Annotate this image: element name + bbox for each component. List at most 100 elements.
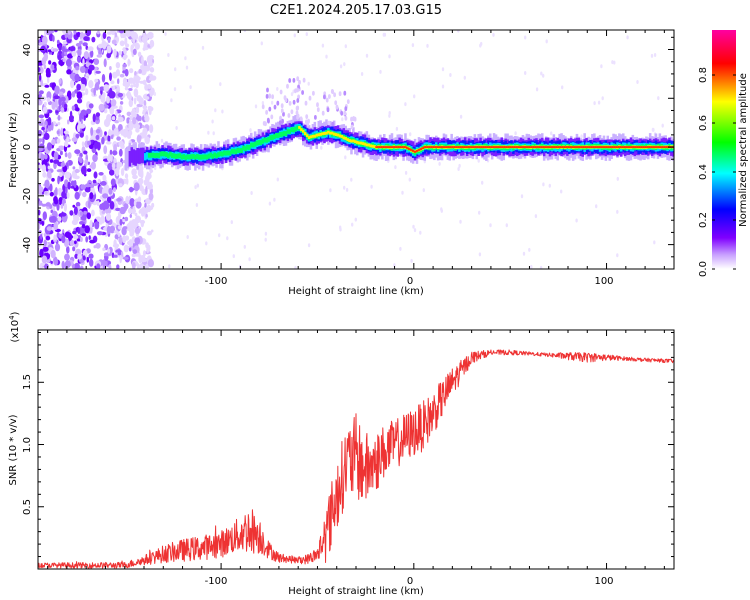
spectrogram-faint-cell <box>422 188 425 193</box>
spectrogram-noise-blob <box>103 201 110 210</box>
spectrogram-ridge-cell <box>282 131 286 136</box>
spectrogram-faint-cell <box>360 72 364 76</box>
spectrogram-noise-blob <box>109 169 115 176</box>
spectrogram-ridge-cell <box>147 152 151 158</box>
spectrogram-plume-cell <box>271 94 274 100</box>
spectrogram-faint-cell <box>426 43 429 48</box>
snr-panel: -100 0 100 0.5 1.0 1.5 Height of straigh… <box>8 311 675 597</box>
spectrogram-ridge-cell <box>479 146 482 148</box>
spectrogram-faint-cell <box>321 43 325 48</box>
spectrogram-noise-blob <box>134 227 141 235</box>
spectrogram-noise-blob <box>42 171 47 178</box>
spectrogram-noise-blob <box>61 235 66 244</box>
spectrogram-ridge-cell <box>616 146 619 148</box>
spectrogram-faint-cell <box>174 165 178 170</box>
spectrogram-ridge-cell <box>253 141 257 147</box>
spectrogram-noise-blob <box>79 132 84 138</box>
spectrogram-faint-cell <box>524 71 527 75</box>
spectrogram-noise-blob <box>119 218 123 226</box>
spectrogram-ridge-cell <box>398 146 401 148</box>
spectrogram-noise-blob <box>118 50 122 56</box>
spectrogram-noise-blob <box>148 109 152 116</box>
spectrogram-ridge-cell <box>548 146 552 148</box>
spectrogram-noise-blob <box>97 178 101 184</box>
spectrogram-noise-blob <box>57 216 62 222</box>
spectrogram-ridge-cell <box>517 146 521 148</box>
spectrogram-faint-cell <box>411 43 415 48</box>
spectrogram-faint-cell <box>365 53 369 58</box>
spectrogram-noise-blob <box>81 223 86 229</box>
snr-ytick-label: 1.5 <box>22 374 33 390</box>
spectrogram-plume-cell <box>335 104 339 110</box>
spectrogram-ridge-cell <box>415 150 419 152</box>
spectrogram-ridge-cell <box>357 141 361 145</box>
spectrogram-faint-cell <box>232 254 235 259</box>
spectrogram-noise-blob <box>105 212 112 221</box>
spectrogram-plume-cell <box>325 97 329 103</box>
spectrogram-faint-cell <box>276 87 279 91</box>
spectrogram-noise-blob <box>71 50 77 57</box>
spectrogram-ridge-cell <box>450 146 453 148</box>
spectrogram-noise-blob <box>149 124 154 134</box>
spectrogram-heatmap <box>38 30 674 269</box>
spectrogram-ridge-cell <box>575 146 579 148</box>
spectrogram-xtick-label: -100 <box>205 276 228 287</box>
spectrogram-noise-blob <box>53 234 57 241</box>
spectrogram-ridge-cell <box>174 154 178 159</box>
spectrogram-ridge-cell <box>436 146 440 148</box>
spectrogram-xlabel: Height of straight line (km) <box>288 286 424 297</box>
spectrogram-noise-blob <box>107 248 111 254</box>
spectrogram-ridge-cell <box>383 146 386 148</box>
spectrogram-noise-blob <box>134 42 140 50</box>
spectrogram-noise-blob <box>38 146 43 152</box>
spectrogram-noise-blob <box>56 138 61 144</box>
snr-ytick-label: 1.0 <box>22 437 33 453</box>
spectrogram-noise-blob <box>85 183 92 188</box>
spectrogram-ridge-cell <box>629 146 633 148</box>
spectrogram-noise-blob <box>127 134 131 139</box>
spectrogram-ridge-cell <box>325 131 328 135</box>
spectrogram-noise-blob <box>106 52 112 59</box>
spectrogram-noise-blob <box>54 85 60 95</box>
spectrogram-noise-blob <box>90 49 94 58</box>
spectrogram-ridge-cell <box>367 143 371 147</box>
spectrogram-plume-cell <box>323 94 326 100</box>
spectrogram-ridge-cell <box>234 149 238 155</box>
spectrogram-ridge-cell <box>500 146 504 148</box>
spectrogram-ridge-cell <box>151 152 155 158</box>
spectrogram-noise-blob <box>144 96 150 100</box>
spectrogram-ridge-cell <box>207 153 211 159</box>
spectrogram-ridge-cell <box>288 129 292 134</box>
spectrogram-noise-blob <box>122 54 127 61</box>
spectrogram-noise-blob <box>80 66 86 73</box>
spectrogram-noise-blob <box>102 42 107 50</box>
colorbar-tick-label: 0.0 <box>698 261 709 277</box>
spectrogram-ridge-cell <box>442 146 446 148</box>
spectrogram-faint-cell <box>205 241 208 246</box>
spectrogram-noise-blob <box>86 108 92 114</box>
spectrogram-noise-blob <box>43 153 48 160</box>
spectrogram-faint-cell <box>276 177 279 182</box>
spectrogram-plume-cell <box>343 90 347 96</box>
spectrogram-faint-cell <box>412 224 415 229</box>
spectrogram-faint-cell <box>379 69 382 74</box>
spectrogram-noise-blob <box>97 43 104 49</box>
spectrogram-noise-blob <box>107 31 112 35</box>
spectrogram-plume-cell <box>268 93 272 99</box>
spectrogram-faint-cell <box>339 225 342 230</box>
spectrogram-plume-cell <box>328 94 331 99</box>
spectrogram-faint-cell <box>457 167 460 171</box>
spectrogram-noise-blob <box>73 30 77 35</box>
spectrogram-noise-blob <box>47 116 52 126</box>
spectrogram-noise-blob <box>107 162 114 171</box>
spectrogram-noise-blob <box>72 246 76 252</box>
spectrogram-faint-cell <box>394 165 397 170</box>
spectrogram-noise-blob <box>56 169 63 173</box>
spectrogram-noise-blob <box>136 71 139 75</box>
spectrogram-ridge-cell <box>334 133 338 136</box>
spectrogram-ridge-cell <box>502 146 506 148</box>
spectrogram-faint-cell <box>294 265 297 269</box>
spectrogram-noise-blob <box>114 32 118 38</box>
spectrogram-ridge-cell <box>608 146 612 148</box>
spectrogram-noise-blob <box>66 90 72 99</box>
